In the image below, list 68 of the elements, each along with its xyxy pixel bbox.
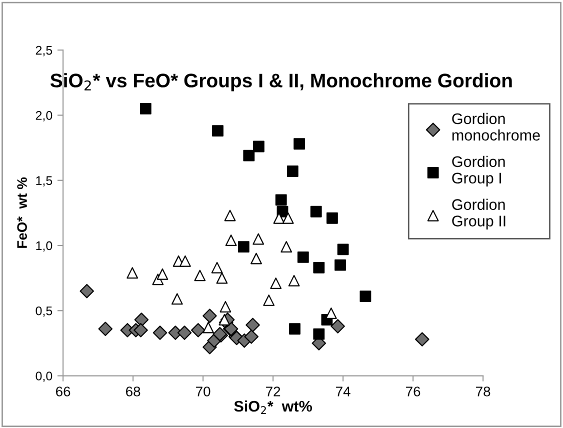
point	[134, 312, 149, 327]
point	[297, 252, 309, 263]
x-tick-label: 68	[126, 386, 140, 396]
x-tick-label: 78	[476, 386, 490, 396]
point	[218, 314, 230, 326]
point	[191, 323, 206, 338]
point	[280, 241, 292, 253]
point	[275, 194, 287, 206]
point	[263, 294, 275, 306]
point	[126, 267, 138, 279]
point	[171, 293, 183, 305]
legend-label: Gordion Group II	[452, 198, 506, 230]
point	[253, 140, 264, 152]
point	[180, 255, 191, 267]
x-tick-label: 74	[336, 386, 350, 396]
point	[80, 284, 94, 298]
point	[313, 328, 325, 340]
point	[326, 212, 338, 224]
point	[282, 212, 294, 224]
y-tick-label: 0,0	[36, 372, 52, 382]
point	[288, 274, 300, 286]
y-tick-label: 2,5	[36, 46, 52, 56]
point	[246, 318, 260, 332]
point	[225, 234, 237, 246]
x-tick-label: 66	[56, 386, 70, 396]
legend-label: Gordion Group I	[452, 156, 505, 187]
point	[211, 262, 223, 274]
point	[286, 166, 298, 177]
point	[194, 270, 206, 282]
point	[202, 322, 214, 334]
point	[224, 210, 236, 222]
point	[244, 330, 258, 344]
point	[270, 278, 282, 289]
x-tick-label: 76	[406, 386, 420, 396]
x-tick-label: 72	[266, 386, 280, 396]
point	[289, 323, 300, 335]
point	[334, 259, 346, 271]
point	[360, 290, 372, 302]
y-tick-label: 0,5	[36, 306, 52, 317]
point	[216, 272, 228, 284]
point	[330, 319, 345, 334]
y-tick-label: 1,5	[36, 176, 52, 186]
point	[98, 322, 113, 336]
point	[250, 252, 262, 264]
point	[238, 241, 250, 253]
point	[313, 262, 325, 274]
point	[202, 308, 217, 323]
point	[252, 233, 264, 245]
x-tick-label: 70	[196, 386, 210, 396]
y-tick-label: 2,0	[36, 111, 52, 122]
point	[294, 138, 306, 150]
point	[177, 326, 192, 340]
x-axis-title: SiO$_{2}$* wt%	[234, 400, 312, 414]
point	[310, 206, 322, 218]
point	[325, 308, 337, 319]
point	[140, 103, 152, 114]
point	[152, 326, 168, 340]
point	[415, 332, 430, 346]
point	[220, 301, 232, 312]
point	[212, 125, 224, 137]
legend-label: Gordion monochrome	[452, 112, 540, 141]
point	[337, 244, 349, 256]
y-axis-title: FeO* wt %	[17, 177, 27, 248]
point	[134, 323, 148, 338]
point	[156, 268, 168, 280]
y-tick-label: 1,0	[36, 241, 52, 252]
text: SiO$_{2}$* vs FeO* Groups I & II, Monochrome Gordion	[50, 73, 512, 92]
point	[243, 150, 255, 162]
